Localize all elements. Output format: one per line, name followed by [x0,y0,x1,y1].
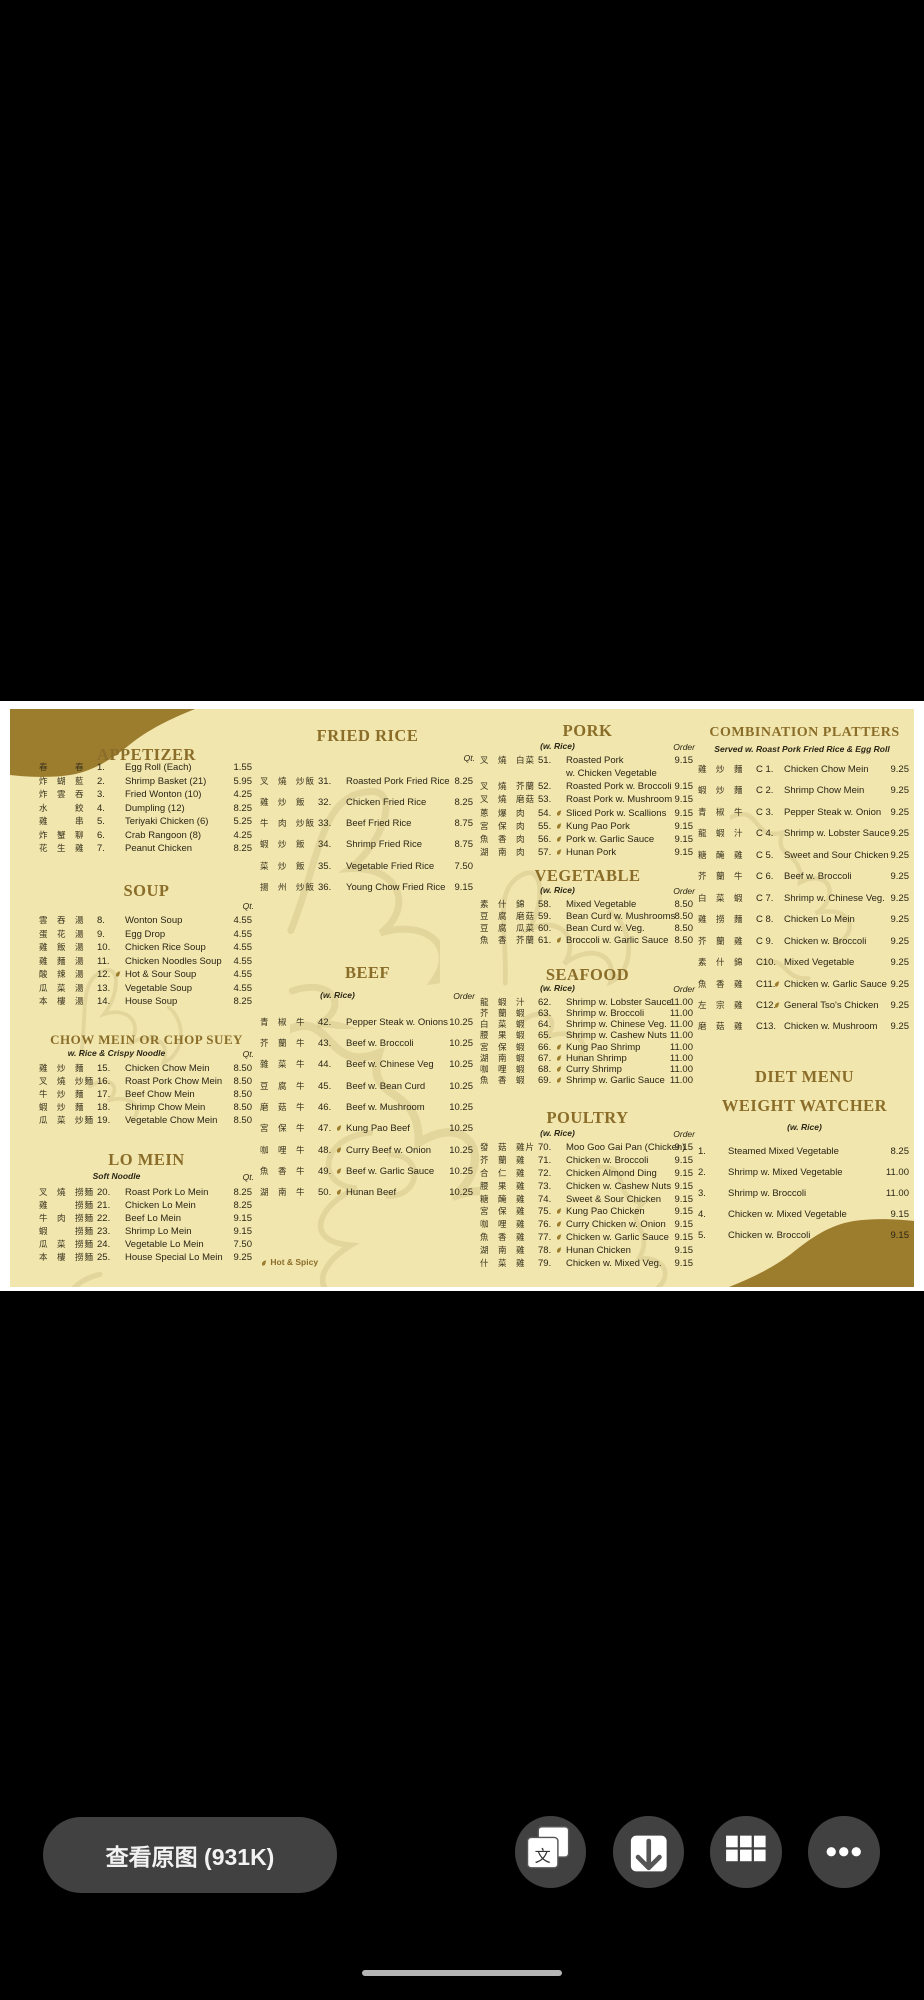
svg-text:文: 文 [534,1848,550,1866]
